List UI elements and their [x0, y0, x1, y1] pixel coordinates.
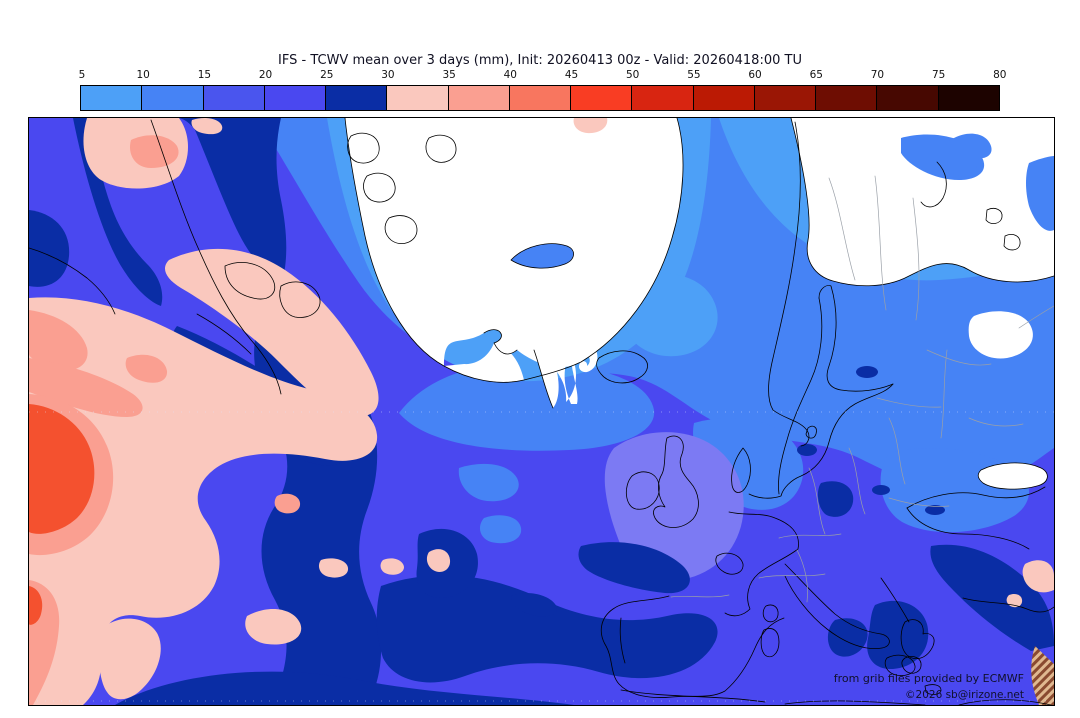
colorbar-tick: 20	[258, 69, 273, 81]
colorbar-tick: 25	[320, 69, 334, 81]
colorbar-segment	[754, 86, 817, 110]
colorbar-tick: 35	[442, 69, 456, 81]
colorbar-tick: 70	[870, 69, 885, 81]
colorbar-tick: 15	[197, 69, 212, 81]
colorbar-tick: 80	[993, 69, 1007, 81]
hatched-land-strip	[1031, 646, 1054, 705]
graticule	[29, 411, 1054, 702]
colorbar	[80, 85, 1000, 111]
colorbar-segment	[326, 86, 388, 110]
colorbar-tick: 60	[748, 69, 762, 81]
map-canvas: g[data-name="contour-25-30"] ellipse{fil…	[28, 117, 1055, 706]
cyclone-swirl	[534, 342, 598, 408]
colorbar-segment	[693, 86, 755, 110]
tcwv-contour-map: g[data-name="contour-25-30"] ellipse{fil…	[29, 118, 1054, 705]
credit-copyright: ©2026 sb@irizone.net	[905, 689, 1024, 701]
colorbar-tick: 45	[564, 69, 579, 81]
colorbar-tick: 30	[381, 69, 395, 81]
country-borders	[670, 175, 1054, 603]
colorbar-segment	[816, 86, 878, 110]
colorbar-segment	[632, 86, 694, 110]
colorbar-segment	[264, 86, 327, 110]
contour-40-45	[29, 404, 95, 625]
colorbar-segment	[81, 86, 143, 110]
colorbar-tick: 65	[809, 69, 823, 81]
colorbar-tick: 5	[78, 69, 86, 81]
coastlines	[29, 118, 1054, 705]
colorbar-segment	[877, 86, 939, 110]
colorbar-tick: 55	[687, 69, 701, 81]
colorbar-tick: 75	[931, 69, 946, 81]
colorbar-tick: 50	[626, 69, 640, 81]
colorbar-segment	[387, 86, 449, 110]
colorbar-segment	[142, 86, 204, 110]
colorbar-ticks: 5 10 15 20 25 30 35 40 45 50 55 60 65 70 75 80	[52, 69, 1030, 81]
colorbar-segment	[509, 86, 572, 110]
page-title: IFS - TCWV mean over 3 days (mm), Init: …	[278, 53, 802, 68]
colorbar-tick: 40	[503, 69, 517, 81]
colorbar-segment	[203, 86, 265, 110]
credit-ecmwf: from grib files provided by ECMWF	[833, 672, 1024, 685]
contour-uk-halo	[604, 432, 744, 581]
contour-below-5	[345, 118, 1054, 490]
colorbar-segment	[448, 86, 510, 110]
arctic-blue-patches	[511, 133, 1054, 269]
colorbar-segment	[938, 86, 999, 110]
colorbar-tick: 10	[136, 69, 150, 81]
colorbar-segment	[571, 86, 633, 110]
